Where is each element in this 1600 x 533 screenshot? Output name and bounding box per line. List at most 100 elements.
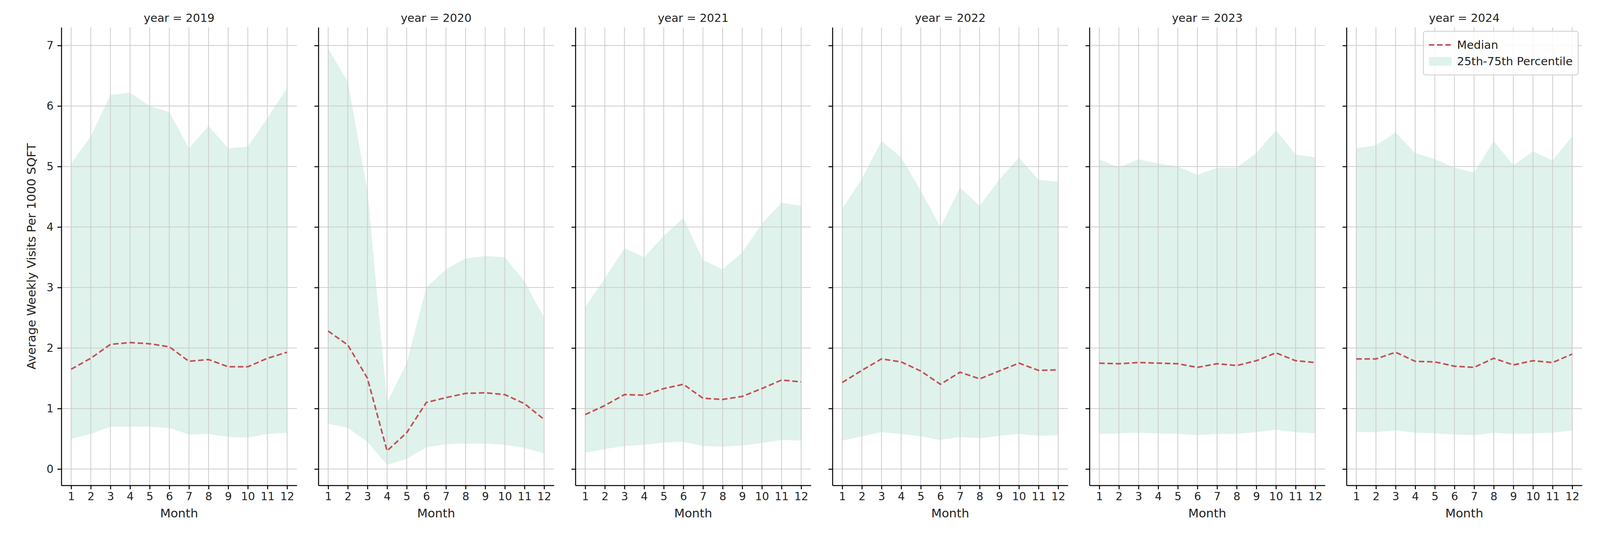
grid-line-x xyxy=(188,27,190,486)
y-tick-mark xyxy=(1342,105,1347,108)
grid-line-x xyxy=(959,27,961,486)
x-tick-mark xyxy=(683,485,685,490)
plot-area xyxy=(1089,27,1325,486)
y-axis xyxy=(828,27,833,486)
x-tick-label: 2 xyxy=(87,490,95,504)
y-tick xyxy=(1085,469,1090,470)
x-axis-title: Month xyxy=(674,506,713,521)
x-tick: 10 xyxy=(241,485,256,504)
y-tick-mark xyxy=(314,408,319,410)
x-tick: 5 xyxy=(1431,485,1439,504)
grid-line-y xyxy=(832,347,1068,349)
x-tick-mark xyxy=(1057,485,1059,490)
grid-line-x xyxy=(881,27,883,486)
grid-line-y xyxy=(1089,105,1325,107)
x-tick-label: 9 xyxy=(1510,490,1518,504)
x-tick: 3 xyxy=(364,485,372,504)
y-tick-mark xyxy=(57,468,62,470)
grid-line-x xyxy=(1157,27,1159,486)
x-tick: 6 xyxy=(423,485,431,504)
median-line xyxy=(1356,352,1573,368)
x-tick-label: 7 xyxy=(442,490,450,504)
plot-area xyxy=(1346,27,1583,486)
grid-line-y xyxy=(832,44,1068,46)
y-tick-label: 5 xyxy=(46,160,54,174)
y-axis xyxy=(571,27,576,486)
x-tick-mark xyxy=(1255,485,1258,490)
x-tick: 9 xyxy=(225,485,233,504)
x-tick: 11 xyxy=(1288,485,1303,504)
x-tick-label: 11 xyxy=(774,490,789,504)
grid-line-x xyxy=(643,27,645,486)
x-tick-label: 6 xyxy=(1451,490,1459,504)
x-tick-mark xyxy=(1236,485,1238,490)
grid-line-x xyxy=(1275,27,1277,486)
grid-line-x xyxy=(800,27,802,486)
y-axis-line xyxy=(60,27,63,486)
grid-line-x xyxy=(267,27,268,486)
x-tick: 9 xyxy=(739,485,747,504)
x-tick: 10 xyxy=(1269,485,1284,504)
legend-item: 25th-75th Percentile xyxy=(1428,54,1573,68)
panel-title: year = 2021 xyxy=(657,11,729,25)
grid-line-y xyxy=(575,468,811,470)
x-tick-label: 5 xyxy=(146,490,154,504)
x-tick-mark xyxy=(1414,485,1417,490)
y-tick-mark xyxy=(828,408,833,410)
grid-line-x xyxy=(1512,27,1514,486)
x-tick-label: 3 xyxy=(107,490,115,504)
x-tick-mark xyxy=(90,485,92,490)
x-tick-label: 1 xyxy=(839,490,847,504)
x-tick-label: 9 xyxy=(1253,490,1261,504)
x-tick-mark xyxy=(465,485,467,490)
grid-line-y xyxy=(1346,287,1583,288)
x-tick-label: 8 xyxy=(462,490,470,504)
x-tick: 12 xyxy=(1051,485,1066,504)
x-tick-mark xyxy=(1375,485,1377,490)
y-tick xyxy=(828,105,833,107)
y-tick-mark xyxy=(571,348,576,350)
x-tick: 11 xyxy=(1031,485,1046,504)
y-tick-label: 7 xyxy=(46,39,54,52)
grid-line-x xyxy=(1236,27,1238,486)
grid-line-x xyxy=(1453,27,1455,486)
y-tick-mark xyxy=(828,287,833,289)
percentile-band xyxy=(1099,130,1316,436)
grid-line-x xyxy=(1375,27,1377,486)
y-axis-line xyxy=(832,27,834,486)
panel-title: year = 2024 xyxy=(1428,11,1500,25)
x-tick-label: 1 xyxy=(1353,490,1361,504)
x-tick-label: 2 xyxy=(344,490,352,504)
median-line xyxy=(842,358,1059,385)
y-tick-label: 4 xyxy=(46,220,54,234)
x-tick-label: 10 xyxy=(498,490,513,504)
x-tick-label: 1 xyxy=(325,490,333,504)
grid-line-y xyxy=(832,468,1068,470)
grid-line-x xyxy=(1057,27,1059,486)
panel-title: year = 2023 xyxy=(1171,11,1243,25)
x-tick-label: 12 xyxy=(1565,490,1580,504)
grid-line-y xyxy=(1089,287,1325,288)
y-tick-mark xyxy=(1342,45,1347,47)
grid-line-y xyxy=(61,287,297,288)
grid-line-x xyxy=(1018,27,1020,486)
x-tick: 4 xyxy=(640,485,648,504)
grid-line-x xyxy=(227,27,229,486)
grid-line-y xyxy=(318,287,554,288)
grid-line-x xyxy=(841,27,843,486)
grid xyxy=(61,27,297,486)
grid-line-x xyxy=(900,27,902,486)
x-tick-mark xyxy=(1395,485,1397,490)
grid-line-x xyxy=(484,27,486,486)
median-line xyxy=(328,331,545,452)
x-tick: 11 xyxy=(517,485,532,504)
y-tick xyxy=(1085,166,1090,167)
panel-title: year = 2022 xyxy=(914,11,986,25)
x-tick-mark xyxy=(1157,485,1159,490)
grid xyxy=(1089,27,1325,486)
grid-line-x xyxy=(1434,27,1436,486)
grid-line-x xyxy=(149,27,150,486)
y-tick-mark xyxy=(571,45,576,47)
grid xyxy=(832,27,1068,486)
x-tick-mark xyxy=(959,485,961,490)
